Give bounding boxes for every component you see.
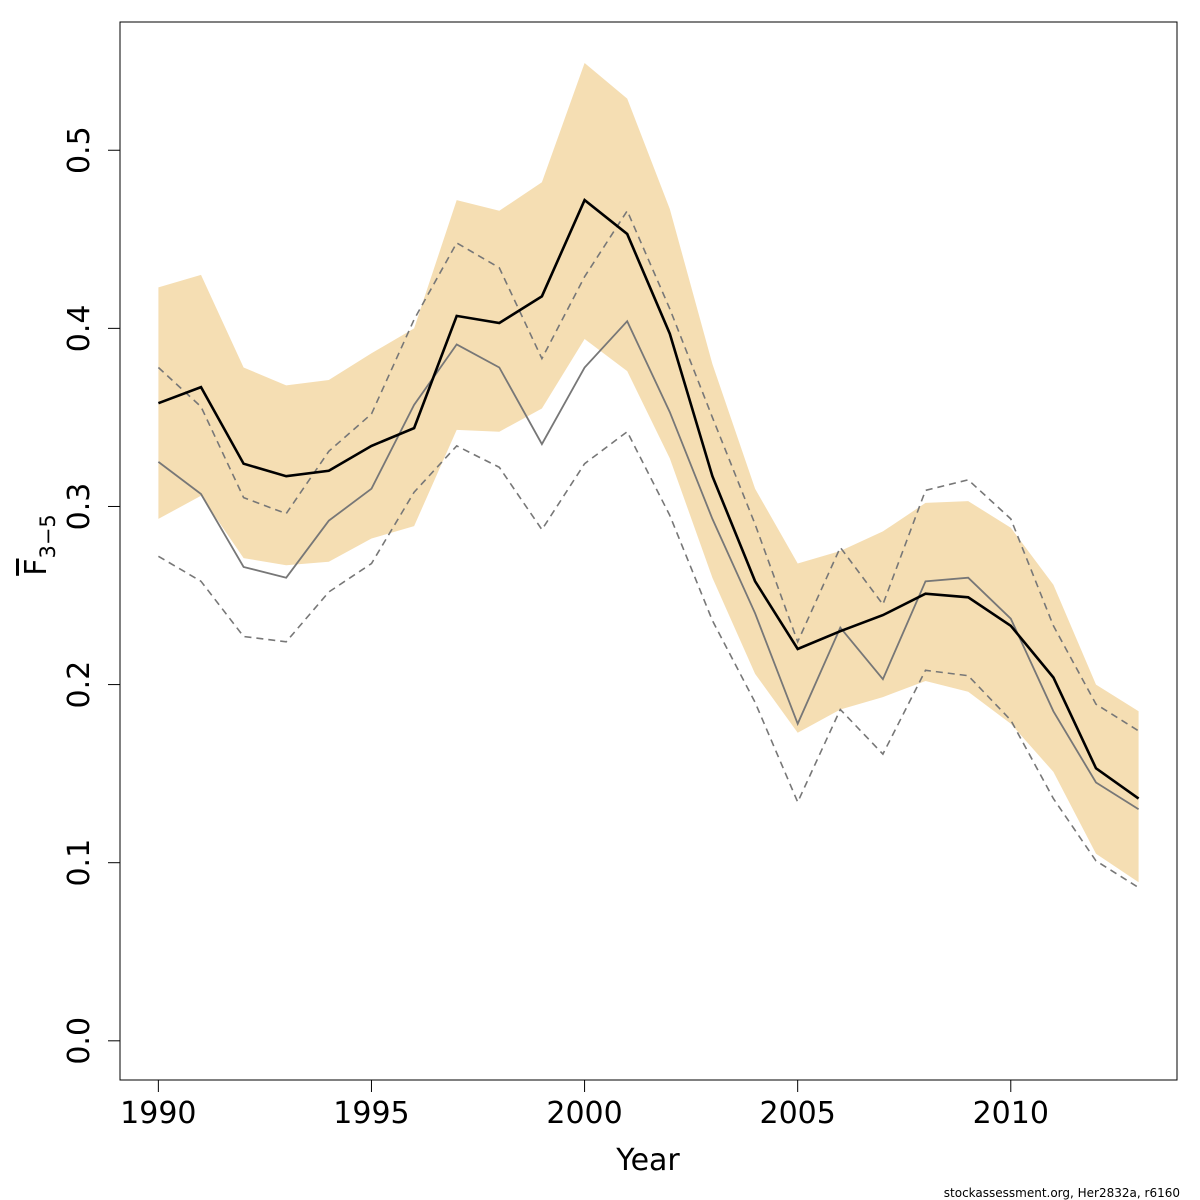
x-axis-label: Year — [615, 1143, 680, 1178]
x-tick-label: 1995 — [333, 1096, 409, 1131]
comparison-line — [157, 319, 1140, 811]
y-tick-label: 0.2 — [62, 661, 97, 709]
x-tick-label: 2005 — [759, 1096, 835, 1131]
comparison-upper-dashed-line — [157, 209, 1140, 732]
y-axis-label-subscript: 3−5 — [36, 514, 60, 558]
y-axis: 0.0 0.1 0.2 0.3 0.4 0.5 — [62, 126, 121, 1065]
y-axis-label: F3−5 — [19, 514, 60, 576]
y-axis-label-main: F — [19, 559, 54, 576]
x-tick-label: 2010 — [973, 1096, 1049, 1131]
comparison-lower-dashed-line — [157, 430, 1140, 889]
x-tick-label: 1990 — [120, 1096, 196, 1131]
y-tick-label: 0.0 — [62, 1017, 97, 1065]
estimate-line — [157, 198, 1140, 800]
confidence-band — [158, 63, 1139, 883]
plot-area — [157, 63, 1140, 889]
y-tick-label: 0.5 — [62, 126, 97, 174]
x-tick-label: 2000 — [546, 1096, 622, 1131]
x-axis: 1990 1995 2000 2005 2010 — [120, 1079, 1049, 1131]
y-tick-label: 0.4 — [62, 305, 97, 353]
y-tick-label: 0.1 — [62, 839, 97, 887]
y-tick-label: 0.3 — [62, 483, 97, 531]
credit-text: stockassessment.org, Her2832a, r6160 — [944, 1186, 1180, 1200]
